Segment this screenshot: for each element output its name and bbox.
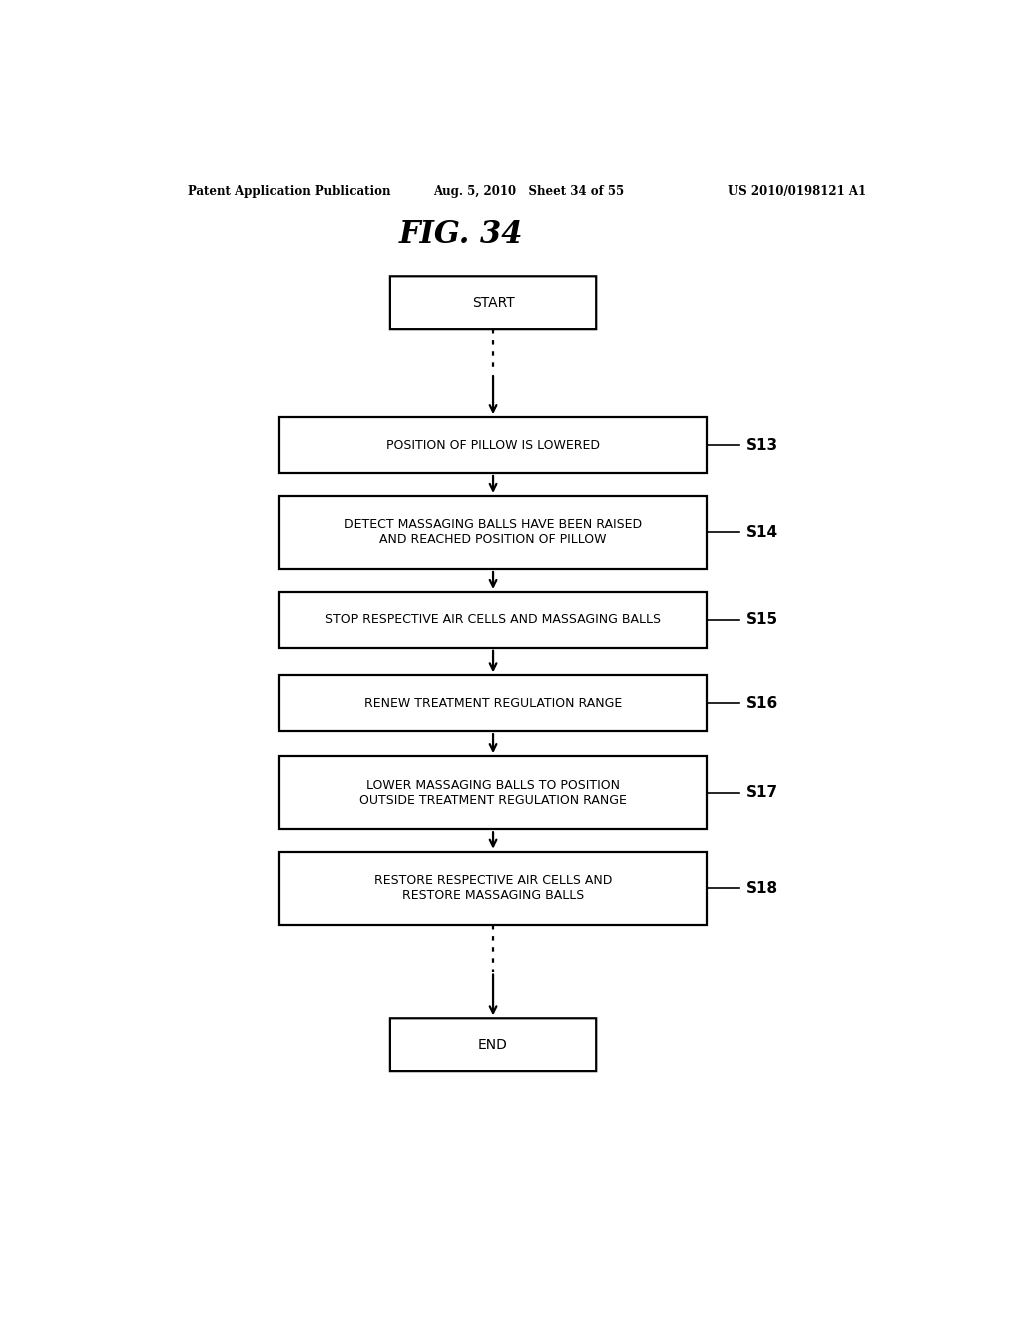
Text: START: START — [472, 296, 514, 310]
Text: DETECT MASSAGING BALLS HAVE BEEN RAISED
AND REACHED POSITION OF PILLOW: DETECT MASSAGING BALLS HAVE BEEN RAISED … — [344, 519, 642, 546]
FancyBboxPatch shape — [279, 756, 708, 829]
Text: S16: S16 — [745, 696, 777, 710]
Text: LOWER MASSAGING BALLS TO POSITION
OUTSIDE TREATMENT REGULATION RANGE: LOWER MASSAGING BALLS TO POSITION OUTSID… — [359, 779, 627, 807]
FancyBboxPatch shape — [279, 496, 708, 569]
FancyBboxPatch shape — [279, 417, 708, 473]
Text: RENEW TREATMENT REGULATION RANGE: RENEW TREATMENT REGULATION RANGE — [364, 697, 623, 710]
Text: S15: S15 — [745, 612, 777, 627]
Text: POSITION OF PILLOW IS LOWERED: POSITION OF PILLOW IS LOWERED — [386, 438, 600, 451]
FancyBboxPatch shape — [390, 1018, 596, 1071]
Text: Patent Application Publication: Patent Application Publication — [187, 185, 390, 198]
Text: US 2010/0198121 A1: US 2010/0198121 A1 — [728, 185, 866, 198]
Text: Aug. 5, 2010   Sheet 34 of 55: Aug. 5, 2010 Sheet 34 of 55 — [433, 185, 625, 198]
Text: RESTORE RESPECTIVE AIR CELLS AND
RESTORE MASSAGING BALLS: RESTORE RESPECTIVE AIR CELLS AND RESTORE… — [374, 874, 612, 902]
Text: S13: S13 — [745, 437, 777, 453]
FancyBboxPatch shape — [279, 676, 708, 731]
Text: FIG. 34: FIG. 34 — [399, 219, 523, 251]
Text: S14: S14 — [745, 525, 777, 540]
FancyBboxPatch shape — [279, 851, 708, 925]
FancyBboxPatch shape — [279, 591, 708, 648]
Text: END: END — [478, 1038, 508, 1052]
Text: STOP RESPECTIVE AIR CELLS AND MASSAGING BALLS: STOP RESPECTIVE AIR CELLS AND MASSAGING … — [325, 614, 662, 627]
FancyBboxPatch shape — [390, 276, 596, 329]
Text: S18: S18 — [745, 880, 777, 896]
Text: S17: S17 — [745, 785, 777, 800]
